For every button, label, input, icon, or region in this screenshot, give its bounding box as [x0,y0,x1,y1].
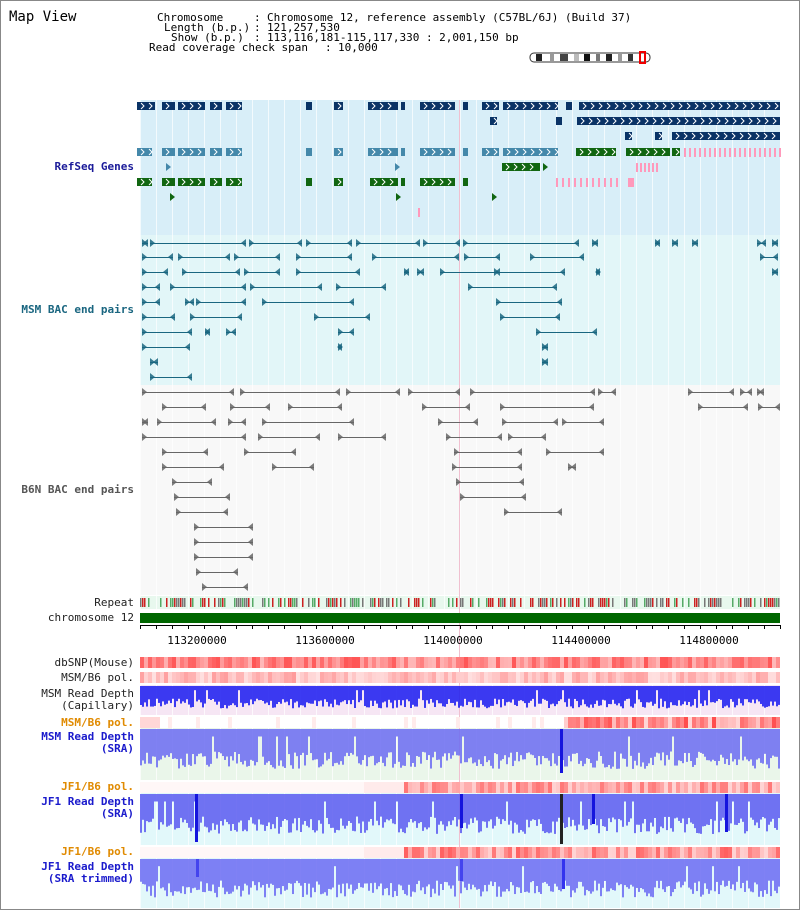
chromosome-label: Chromosome [157,11,224,24]
track-label-jf1-depth-trim-1: JF1 Read Depth [41,860,134,873]
gene-block [306,148,312,156]
gene-block [625,132,632,140]
msm-bac-track[interactable] [142,239,778,381]
track-label-refseq[interactable]: RefSeq Genes [54,160,134,173]
track-label-msm-bac[interactable]: MSM BAC end pairs [21,303,134,316]
axis-tick-label: 114000000 [423,634,483,647]
gene-block [463,102,468,110]
gene-block [334,148,343,156]
position-axis: 113200000 113600000 114000000 114400000 1148… [140,625,781,647]
gene-block [463,178,468,186]
gene-block [503,148,558,156]
gene-block [502,163,540,171]
track-label-dbsnp: dbSNP(Mouse) [54,656,134,669]
gene-block [226,148,242,156]
gene-block [579,102,780,110]
msm-pol-strip-1 [140,672,780,683]
msm-sra-depth [140,729,780,773]
gene-block [490,117,497,125]
msm-capillary-depth [140,686,780,709]
length-label: Length (b.p.) [164,21,251,34]
refseq-genes-track[interactable] [137,102,781,217]
gene-block [556,117,562,125]
gene-block [672,148,680,156]
gene-block [672,132,780,140]
gene-block [482,102,499,110]
dbsnp-strip [140,657,780,668]
polymorphism-tracks[interactable] [140,657,780,858]
chromosome-value: Chromosome 12, reference assembly (C57BL… [267,11,632,24]
repeat-track[interactable] [140,598,780,607]
gene-block [576,148,616,156]
gene-block [226,102,242,110]
gene-block [137,102,155,110]
track-label-jf1-depth-sra-1: JF1 Read Depth [41,795,134,808]
gene-block [503,102,558,110]
track-label-jf1-pol-2: JF1/B6 pol. [61,845,134,858]
track-label-b6n-bac[interactable]: B6N BAC end pairs [21,483,134,496]
track-label-msm-depth-cap-1: MSM Read Depth [41,687,134,700]
gene-block [210,102,222,110]
length-colon: : [254,21,261,34]
span-colon: : [325,41,332,54]
show-colon: : [254,31,261,44]
gene-block [401,102,405,110]
show-value: 113,116,181-115,117,330 : 2,001,150 bp [267,31,519,44]
gene-block [306,102,312,110]
span-value: 10,000 [338,41,378,54]
gene-block [334,102,343,110]
track-label-chromosome: chromosome 12 [47,611,134,624]
jf1-pol-strip-2 [140,847,780,858]
axis-tick-label: 113200000 [167,634,227,647]
gene-block [463,148,468,156]
msm-pol-strip-2 [140,717,780,728]
gene-block [178,178,205,186]
gene-block [178,148,205,156]
gene-block [655,132,662,140]
track-label-jf1-depth-sra-2: (SRA) [100,807,134,820]
read-depth-tracks[interactable] [140,686,780,898]
chromosome-colon: : [254,11,261,24]
track-label-jf1-pol-1: JF1/B6 pol. [61,780,134,793]
show-label: Show (b.p.) [171,31,244,44]
gene-block [334,178,343,186]
gene-block [226,178,242,186]
gene-block [482,148,499,156]
track-label-msm-pol-2: MSM/B6 pol. [61,716,134,729]
page-title: Map View [9,9,77,25]
track-label-msm-depth-cap-2: (Capillary) [61,699,134,712]
chromosome-track[interactable] [140,613,780,623]
jf1-pol-strip-1 [140,782,780,793]
jf1-trim-depth [140,859,780,898]
axis-tick-label: 114800000 [679,634,739,647]
axis-tick-label: 113600000 [295,634,355,647]
chromosome-bar [140,613,780,623]
jf1-sra-depth [140,794,780,844]
gene-block [420,102,455,110]
gene-block [626,148,670,156]
track-label-repeat: Repeat [94,596,134,609]
gene-block [420,148,455,156]
gene-block [420,178,455,186]
gene-block [566,102,572,110]
b6n-bac-track[interactable] [142,388,780,591]
track-label-jf1-depth-trim-2: (SRA trimmed) [47,872,134,885]
chromosome-ideogram[interactable] [529,51,651,64]
gene-block [210,148,222,156]
gene-block [306,178,312,186]
gene-block [577,117,780,125]
track-label-msm-depth-sra-1: MSM Read Depth [41,730,134,743]
gene-block [401,178,405,186]
gene-block [370,178,398,186]
track-label-msm-depth-sra-2: (SRA) [100,742,134,755]
axis-tick-label: 114400000 [551,634,611,647]
gene-block [178,102,205,110]
gene-block [210,178,222,186]
gene-block [401,148,405,156]
span-label: Read coverage check span [149,41,308,54]
length-value: 121,257,530 [267,21,340,34]
track-label-msm-pol-1: MSM/B6 pol. [61,671,134,684]
